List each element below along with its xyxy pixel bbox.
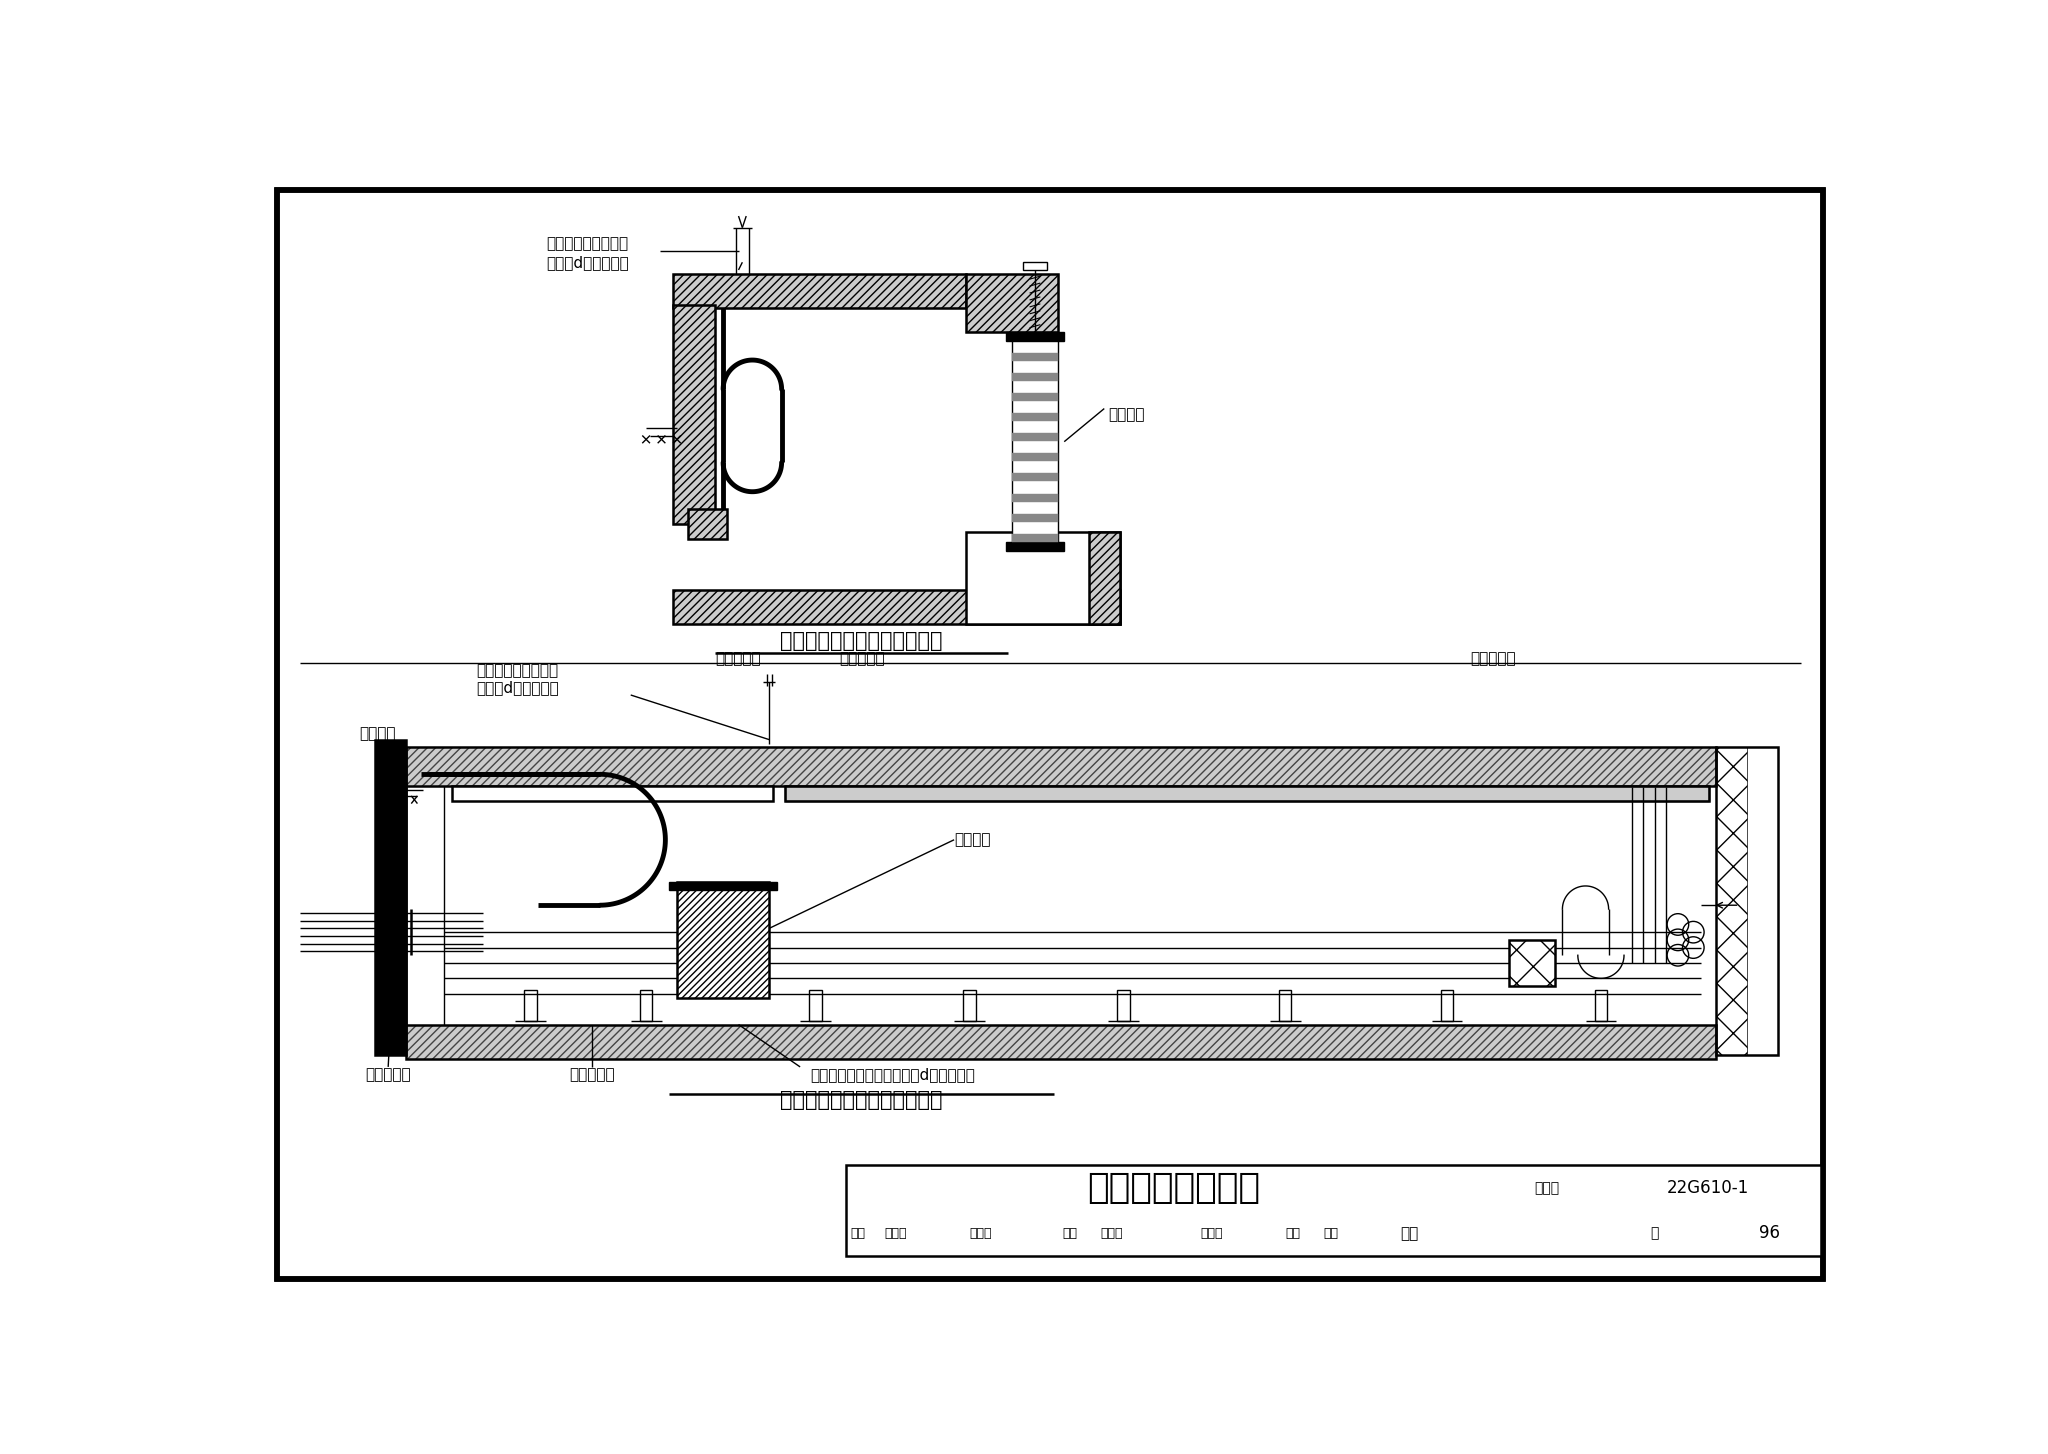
Bar	[784, 785, 1708, 801]
Bar	[674, 304, 715, 523]
Bar	[809, 990, 821, 1021]
Text: 22G610-1: 22G610-1	[1667, 1179, 1749, 1197]
Text: 王伟风: 王伟风	[885, 1227, 907, 1240]
Text: 电缆、电线连接示意图（一）: 电缆、电线连接示意图（一）	[780, 631, 942, 651]
Bar	[1012, 493, 1059, 502]
Text: 审核: 审核	[850, 1227, 864, 1240]
Text: 校对: 校对	[1063, 1227, 1077, 1240]
Bar	[1716, 747, 1778, 1056]
Bar	[1006, 542, 1065, 551]
Text: 不小于d的多余长度: 不小于d的多余长度	[547, 254, 629, 270]
Text: 电线电缆管: 电线电缆管	[365, 1067, 412, 1082]
Bar	[1090, 532, 1120, 624]
Text: 导线和蛇形软管留出不小于d的多余长度: 导线和蛇形软管留出不小于d的多余长度	[811, 1067, 975, 1082]
Text: 电缆管桥架: 电缆管桥架	[1470, 651, 1516, 666]
Text: 乃硕风: 乃硕风	[969, 1227, 991, 1240]
Bar	[1012, 374, 1059, 381]
Bar	[639, 990, 651, 1021]
Bar	[1006, 332, 1065, 340]
Text: 叶烈师: 叶烈师	[1200, 1227, 1223, 1240]
Text: 导线和蛇形软管留出: 导线和蛇形软管留出	[547, 236, 629, 250]
Bar	[1440, 990, 1454, 1021]
Bar	[1012, 534, 1059, 542]
Text: 页: 页	[1651, 1226, 1659, 1240]
Text: 96: 96	[1759, 1224, 1780, 1242]
Bar	[963, 990, 975, 1021]
Bar	[678, 883, 770, 997]
Bar	[1012, 353, 1059, 361]
Bar	[674, 304, 715, 523]
Text: 不小于d的多余长度: 不小于d的多余长度	[477, 680, 559, 695]
Bar	[1012, 340, 1059, 542]
Bar	[967, 273, 1059, 332]
Text: 力青: 力青	[1401, 1226, 1419, 1240]
Text: 叶烈伟: 叶烈伟	[1100, 1227, 1122, 1240]
Bar	[674, 273, 967, 308]
Text: 电缆管支架: 电缆管支架	[569, 1067, 614, 1082]
Bar	[1090, 532, 1120, 624]
Bar	[375, 740, 406, 1056]
Bar	[406, 747, 1716, 785]
Text: 设计: 设计	[1286, 1227, 1300, 1240]
Bar	[688, 509, 727, 539]
Text: 隔震支座: 隔震支座	[1108, 407, 1145, 422]
Bar	[674, 273, 967, 308]
Bar	[406, 1025, 1716, 1059]
Text: 觉育: 觉育	[1323, 1227, 1339, 1240]
Bar	[1509, 939, 1554, 986]
Text: 穿梁预埋管: 穿梁预埋管	[715, 651, 762, 666]
Bar	[1595, 990, 1608, 1021]
Bar	[674, 589, 1120, 624]
Bar	[784, 785, 1708, 801]
Text: 导线和蛇形软管留出: 导线和蛇形软管留出	[477, 663, 559, 678]
Bar	[1509, 939, 1554, 986]
Bar	[1024, 262, 1047, 270]
Bar	[670, 883, 776, 890]
Bar	[1280, 990, 1292, 1021]
Text: 隔震支座: 隔震支座	[954, 832, 991, 848]
Bar	[1012, 454, 1059, 461]
Text: 电缆管桥架: 电缆管桥架	[840, 651, 885, 666]
Bar	[406, 747, 1716, 785]
Text: 电缆、电线及避雷: 电缆、电线及避雷	[1087, 1170, 1260, 1205]
Bar	[1118, 990, 1130, 1021]
Text: 室外地坪: 室外地坪	[358, 726, 395, 742]
Bar	[1012, 413, 1059, 422]
Bar	[967, 532, 1120, 624]
Bar	[846, 1165, 1823, 1256]
Bar	[967, 273, 1059, 332]
Bar	[688, 509, 727, 539]
Text: 电缆、电线连接示意图（二）: 电缆、电线连接示意图（二）	[780, 1090, 942, 1109]
Text: 图集号: 图集号	[1534, 1181, 1561, 1195]
Bar	[453, 785, 774, 801]
Bar	[1012, 433, 1059, 441]
Bar	[678, 883, 770, 997]
Bar	[406, 1025, 1716, 1059]
Bar	[524, 990, 537, 1021]
Bar	[1716, 747, 1747, 1056]
Bar	[1012, 393, 1059, 401]
Bar	[1012, 474, 1059, 481]
Bar	[1012, 513, 1059, 522]
Bar	[674, 589, 1120, 624]
